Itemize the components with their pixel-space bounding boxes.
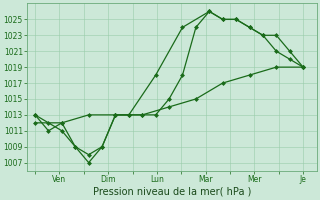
X-axis label: Pression niveau de la mer( hPa ): Pression niveau de la mer( hPa )	[92, 187, 251, 197]
